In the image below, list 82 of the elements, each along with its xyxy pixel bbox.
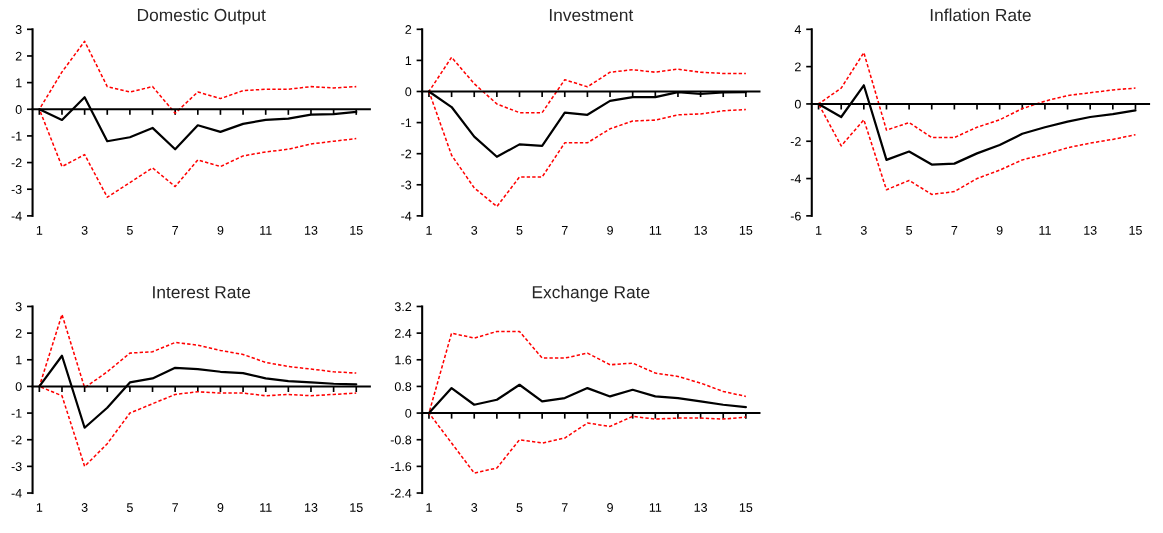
y-tick-label: 1.6 — [395, 355, 412, 365]
y-tick-label: 2 — [795, 62, 801, 72]
x-tick-label: 9 — [996, 225, 1003, 235]
x-tick-label: 15 — [1129, 226, 1142, 235]
x-tick-label: 11 — [1039, 226, 1051, 235]
x-tick-label: 3 — [471, 503, 478, 512]
y-tick-label: 3.2 — [394, 302, 412, 312]
x-tick-label: 1 — [36, 226, 43, 235]
chart-title: Inflation Rate — [930, 8, 1031, 22]
y-tick-label: 0 — [794, 99, 801, 109]
chart-title: Exchange Rate — [532, 285, 650, 302]
y-tick-label: -1 — [11, 131, 22, 141]
x-tick-label: 11 — [649, 226, 662, 235]
x-tick-label: 13 — [304, 225, 318, 235]
y-tick-label: 2 — [15, 328, 22, 338]
x-tick-label: 15 — [350, 503, 363, 512]
x-tick-label: 15 — [739, 503, 753, 512]
x-tick-label: 11 — [649, 503, 662, 512]
y-tick-label: -3 — [11, 462, 22, 472]
y-tick-label: -1 — [401, 118, 412, 128]
y-tick-label: -4 — [11, 488, 22, 498]
x-tick-label: 1 — [816, 226, 822, 235]
y-tick-label: -0.8 — [390, 435, 412, 445]
x-tick-label: 3 — [81, 225, 88, 235]
chart-title: Domestic Output — [137, 8, 266, 25]
y-tick-label: -6 — [790, 211, 801, 221]
x-tick-label: 7 — [561, 503, 568, 512]
y-tick-label: -4 — [401, 211, 412, 221]
chart-title: Interest Rate — [153, 286, 251, 299]
x-tick-label: 5 — [906, 226, 913, 235]
y-tick-label: 0 — [405, 87, 412, 97]
y-tick-label: 0 — [15, 382, 22, 392]
y-tick-label: -3 — [11, 185, 22, 194]
x-tick-label: 5 — [516, 503, 523, 512]
y-tick-label: 3 — [15, 302, 22, 312]
x-tick-label: 3 — [471, 225, 478, 235]
x-tick-label: 7 — [561, 226, 568, 235]
x-tick-label: 13 — [694, 503, 707, 512]
x-tick-label: 5 — [126, 226, 133, 235]
y-tick-label: -2 — [11, 158, 22, 168]
y-tick-label: 2 — [405, 25, 412, 34]
y-tick-label: 2.4 — [395, 328, 412, 338]
x-tick-label: 11 — [260, 503, 272, 512]
x-tick-label: 1 — [426, 226, 432, 235]
y-tick-label: 4 — [794, 25, 801, 34]
x-tick-label: 1 — [36, 503, 43, 512]
y-tick-label: 0 — [15, 105, 22, 114]
x-tick-label: 9 — [607, 225, 613, 235]
x-tick-label: 9 — [217, 503, 224, 512]
x-tick-label: 11 — [260, 226, 272, 235]
x-tick-label: 7 — [951, 226, 958, 235]
x-tick-label: 13 — [694, 225, 707, 235]
y-tick-label: -4 — [11, 211, 22, 221]
x-tick-label: 1 — [426, 503, 432, 512]
y-tick-label: -2 — [11, 435, 22, 445]
x-tick-label: 13 — [304, 503, 318, 512]
x-tick-label: 3 — [860, 225, 867, 235]
y-tick-label: 0.8 — [394, 382, 412, 392]
y-tick-label: -2 — [790, 137, 801, 146]
x-tick-label: 15 — [739, 226, 753, 235]
y-tick-label: -1 — [11, 409, 22, 418]
x-tick-label: 9 — [217, 225, 224, 235]
y-tick-label: 2 — [15, 51, 22, 61]
x-tick-label: 5 — [126, 503, 133, 512]
x-tick-label: 3 — [81, 503, 88, 512]
y-tick-label: 0 — [405, 408, 412, 418]
x-tick-label: 7 — [172, 503, 179, 512]
y-tick-label: -1.6 — [390, 462, 412, 472]
y-tick-label: -3 — [401, 180, 412, 190]
x-tick-label: 9 — [607, 503, 613, 512]
y-tick-label: -4 — [790, 174, 801, 184]
y-tick-label: 3 — [15, 25, 22, 34]
x-tick-label: 13 — [1084, 225, 1097, 235]
y-tick-label: -2.4 — [390, 488, 412, 498]
y-tick-label: 1 — [16, 78, 22, 88]
chart-title: Investment — [549, 9, 634, 22]
y-tick-label: 1 — [405, 56, 412, 65]
x-tick-label: 7 — [172, 226, 179, 235]
x-tick-label: 15 — [350, 226, 363, 235]
y-tick-label: -2 — [401, 149, 412, 159]
y-tick-label: 1 — [16, 355, 22, 365]
x-tick-label: 5 — [516, 226, 523, 235]
